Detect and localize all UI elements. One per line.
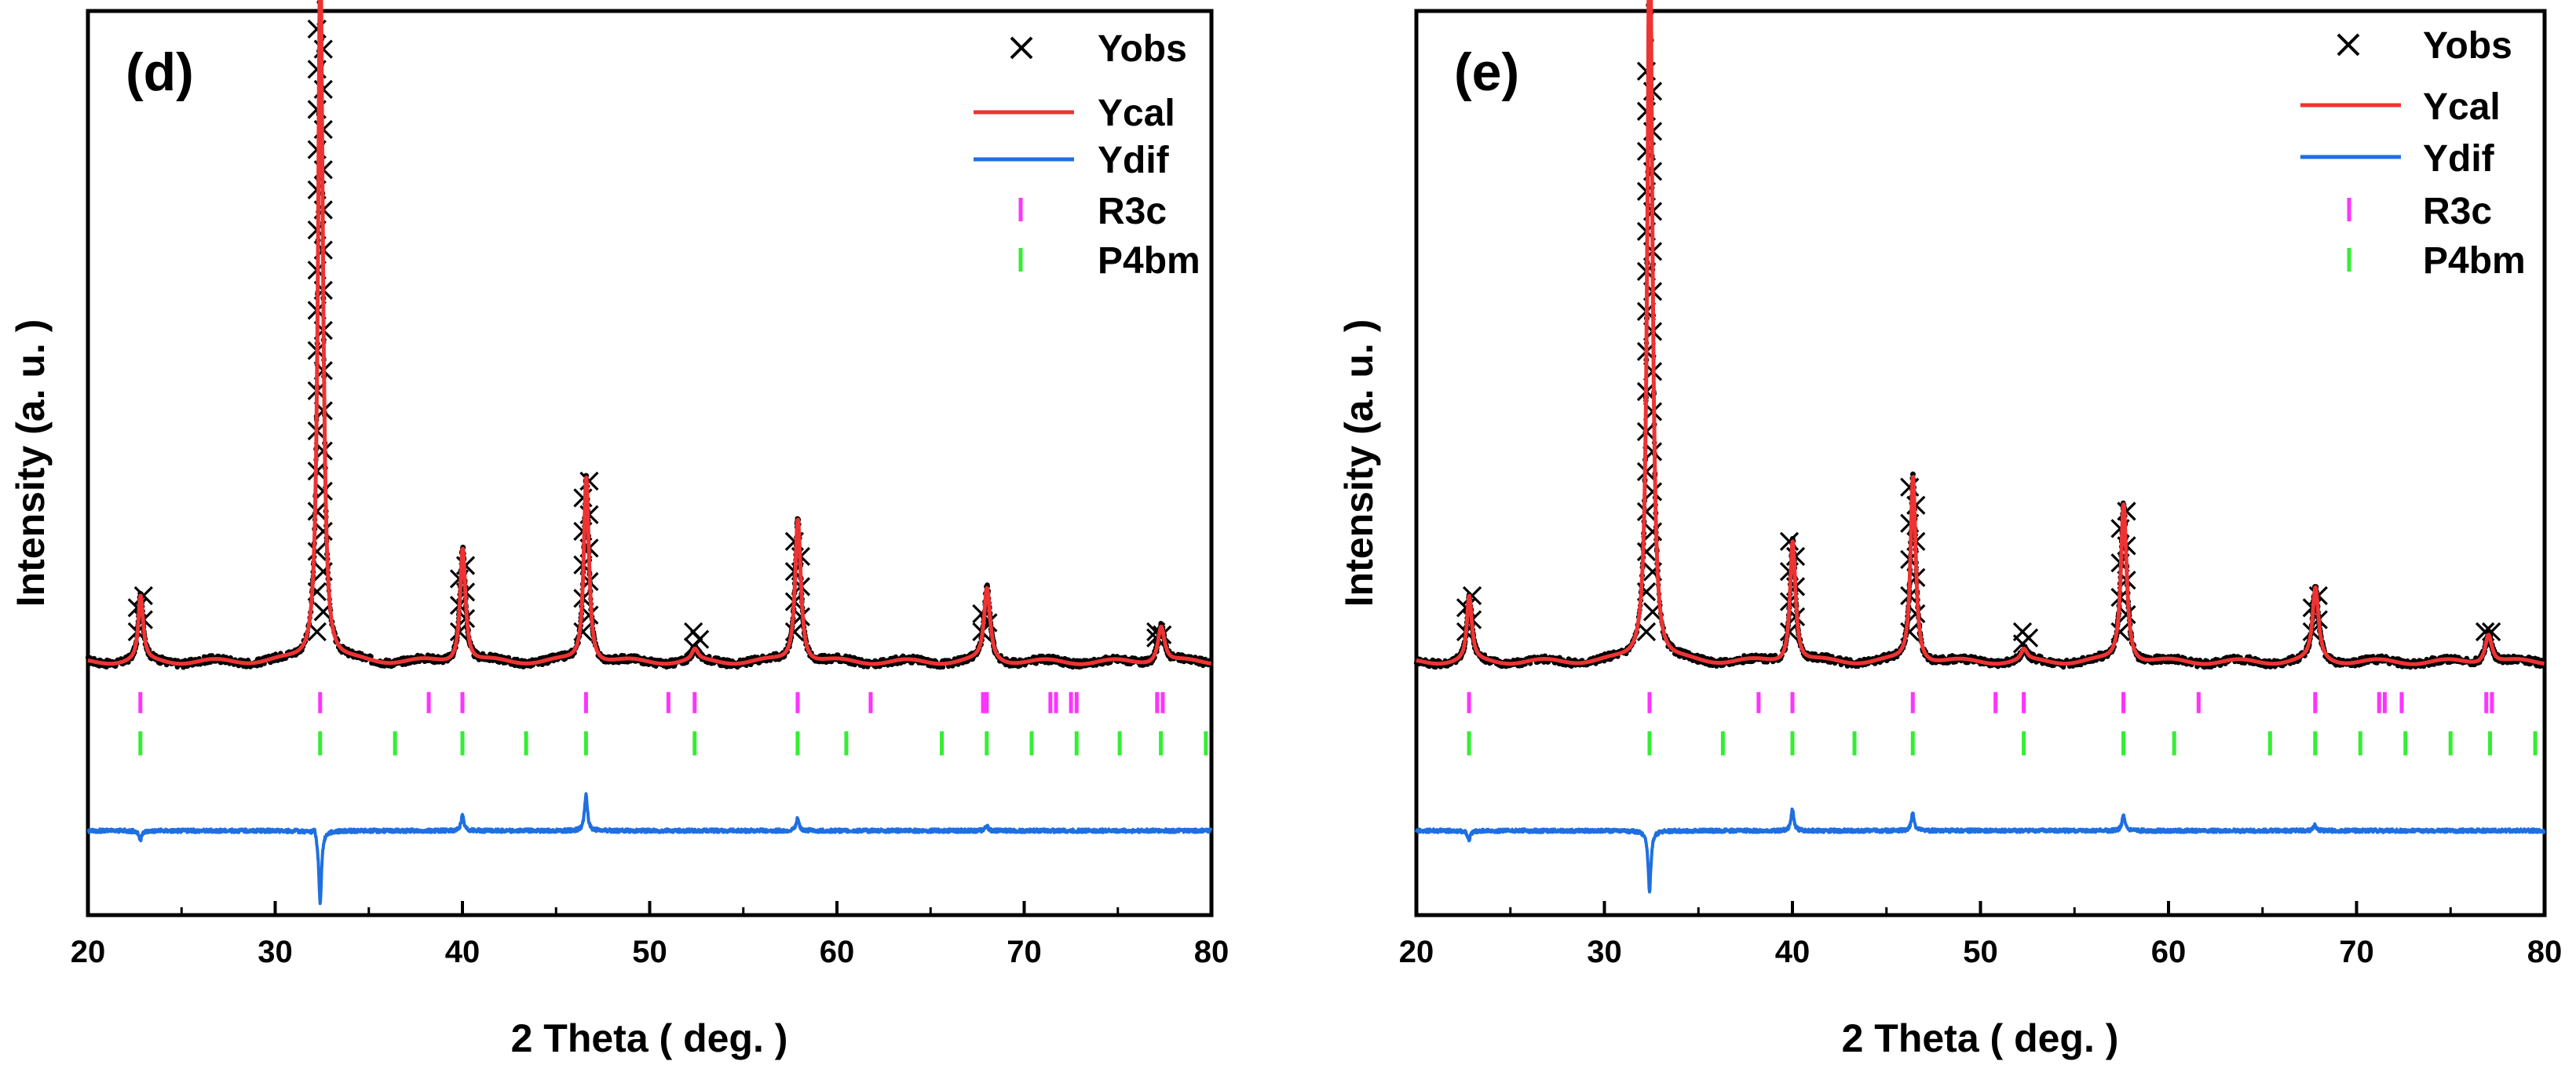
x-axis-title: 2 Theta ( deg. ) (511, 1016, 788, 1060)
x-axis-ticks: 20 30 40 50 60 70 80 (71, 901, 1230, 969)
x-tick-label: 20 (71, 935, 106, 969)
plot-frame (1414, 9, 2547, 917)
yobs-marker (307, 542, 327, 561)
x-tick-label: 50 (632, 935, 667, 969)
ydif-line (86, 792, 1213, 906)
legend-label-r3c: R3c (1098, 191, 1167, 232)
panel-label: (d) (126, 42, 194, 102)
legend: Yobs Ycal Ydif R3c P4bm (974, 28, 1200, 282)
ycal-line (86, 0, 1213, 666)
y-axis-title: Intensity (a. u. ) (9, 319, 53, 607)
panel-e: 20 30 40 50 60 70 80 (e) 2 Theta ( deg. ) Inte… (1337, 0, 2562, 1060)
legend-label-p4bm: P4bm (1098, 240, 1200, 282)
x-tick-label: 40 (445, 935, 480, 969)
yobs-series (1413, 2, 2547, 670)
legend-yobs-marker (1010, 36, 1033, 60)
yobs-marker (313, 521, 333, 542)
panel-d: 20 30 40 50 60 70 80 (d) 2 Theta ( deg. ) Inte… (9, 0, 1229, 1060)
x-tick-label: 60 (820, 935, 855, 969)
p4bm-ticks (138, 731, 1208, 756)
series-layer (85, 0, 1214, 906)
series-layer (1413, 0, 2547, 894)
yobs-series (85, 0, 1214, 670)
legend-label-ydif: Ydif (1098, 140, 1170, 181)
yobs-marker (307, 622, 327, 642)
plot-frame (86, 9, 1214, 917)
x-tick-label: 70 (1007, 935, 1042, 969)
legend-label-yobs: Yobs (1098, 28, 1187, 70)
r3c-ticks (138, 691, 1165, 713)
legend-label-ycal: Ycal (1098, 93, 1175, 134)
x-tick-label: 30 (258, 935, 293, 969)
x-tick-label: 80 (1194, 935, 1230, 969)
